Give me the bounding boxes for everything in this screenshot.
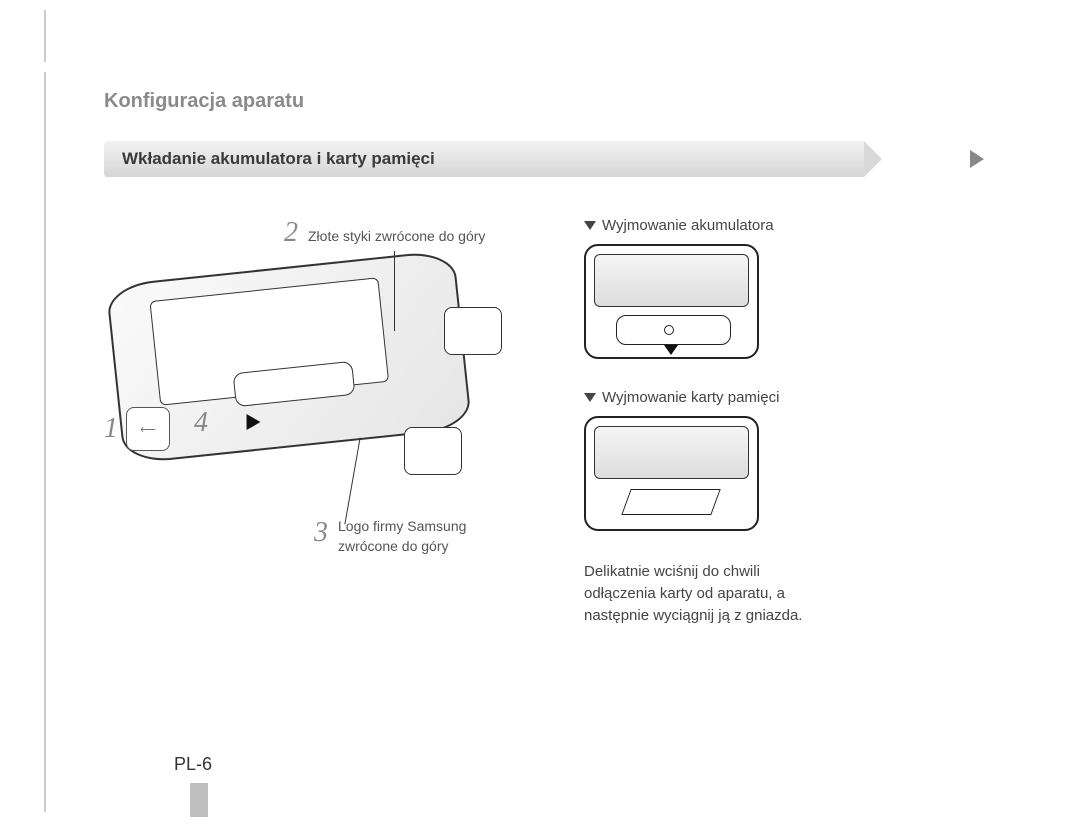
remove-card-heading: Wyjmowanie karty pamięci — [584, 389, 884, 406]
step-3-label-line2: zwrócone do góry — [338, 538, 449, 554]
subtitle-banner: Wkładanie akumulatora i karty pamięci — [104, 141, 864, 177]
triangle-down-icon — [584, 393, 596, 402]
subtitle-banner-row: Wkładanie akumulatora i karty pamięci — [104, 141, 984, 177]
right-column: Wyjmowanie akumulatora Wyjmowanie karty … — [584, 217, 884, 626]
figure-dot — [664, 325, 674, 335]
detail-inset-battery — [404, 427, 462, 475]
leader-line — [344, 438, 360, 525]
step-2-label: Złote styki zwrócone do góry — [308, 228, 485, 244]
step-number-4: 4 — [194, 407, 208, 438]
page-crop-mark — [44, 72, 46, 812]
remove-battery-heading: Wyjmowanie akumulatora — [584, 217, 884, 234]
page-crop-mark — [44, 10, 46, 62]
callout-step-3: 3 Logo firmy Samsung zwrócone do góry — [314, 517, 466, 556]
figure-sdcard — [621, 489, 720, 515]
step-3-label: Logo firmy Samsung zwrócone do góry — [338, 517, 466, 556]
continue-arrow-icon — [970, 150, 984, 168]
figure-body — [594, 254, 749, 307]
step-number-1: 1 — [104, 413, 118, 445]
lock-slider-inset: ⟵ — [126, 407, 170, 451]
callout-step-4: 4 — [194, 407, 208, 439]
remove-battery-figure — [584, 244, 759, 359]
remove-card-description: Delikatnie wciśnij do chwili odłączenia … — [584, 561, 814, 626]
triangle-down-icon — [584, 221, 596, 230]
remove-battery-text: Wyjmowanie akumulatora — [602, 217, 774, 234]
figure-body — [594, 426, 749, 479]
detail-inset-sdcard — [444, 307, 502, 355]
page-tab-marker — [190, 783, 208, 817]
step-number-3: 3 — [314, 517, 328, 549]
section-title: Konfiguracja aparatu — [104, 90, 984, 113]
leader-line — [394, 251, 395, 331]
step-number-2: 2 — [284, 217, 298, 249]
step-3-label-line1: Logo firmy Samsung — [338, 518, 466, 534]
main-columns: 2 Złote styki zwrócone do góry 1 ⟵ 4 3 — [104, 217, 984, 626]
remove-card-figure — [584, 416, 759, 531]
camera-diagram-area: 2 Złote styki zwrócone do góry 1 ⟵ 4 3 — [104, 217, 524, 626]
subtitle-text: Wkładanie akumulatora i karty pamięci — [122, 149, 435, 169]
page-number: PL-6 — [174, 754, 212, 775]
page-content: Konfiguracja aparatu Wkładanie akumulato… — [104, 90, 984, 626]
remove-card-text: Wyjmowanie karty pamięci — [602, 389, 779, 406]
callout-step-2: 2 Złote styki zwrócone do góry — [284, 217, 485, 249]
callout-step-1: 1 ⟵ — [104, 407, 170, 451]
down-arrow-icon — [664, 345, 678, 355]
